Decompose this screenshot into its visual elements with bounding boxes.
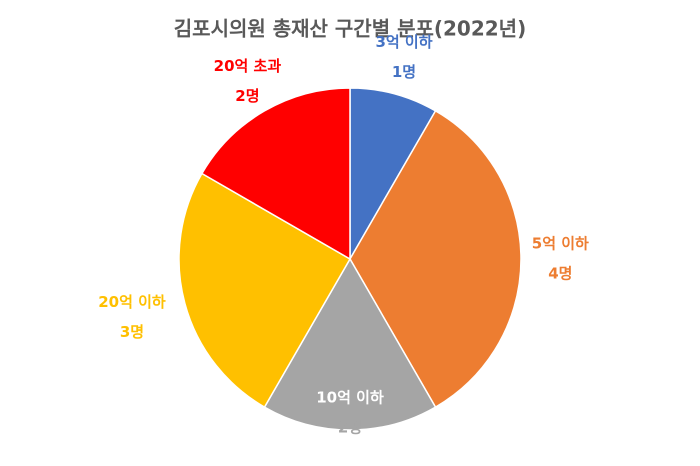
- pie-slice: [349, 109, 522, 409]
- slice-label: 20억 이하: [98, 293, 166, 311]
- slice-value-label: 1명: [392, 63, 416, 81]
- slice-label: 20억 초과: [214, 57, 282, 75]
- pie-slice: [263, 257, 437, 431]
- pie-slice: [178, 172, 352, 409]
- slice-label: 10억 이하: [316, 388, 384, 406]
- pie-slice: [200, 87, 351, 261]
- slice-label: 5억 이하: [532, 235, 589, 253]
- slice-label: 3억 이하: [375, 33, 432, 51]
- chart-title: 김포시의원 총재산 구간별 분포(2022년): [174, 17, 526, 41]
- slice-value-label: 2명: [338, 418, 362, 436]
- slice-value-label: 2명: [235, 87, 259, 105]
- slice-value-label: 3명: [120, 323, 144, 341]
- pie-slice: [349, 87, 437, 262]
- slice-value-label: 4명: [548, 265, 572, 283]
